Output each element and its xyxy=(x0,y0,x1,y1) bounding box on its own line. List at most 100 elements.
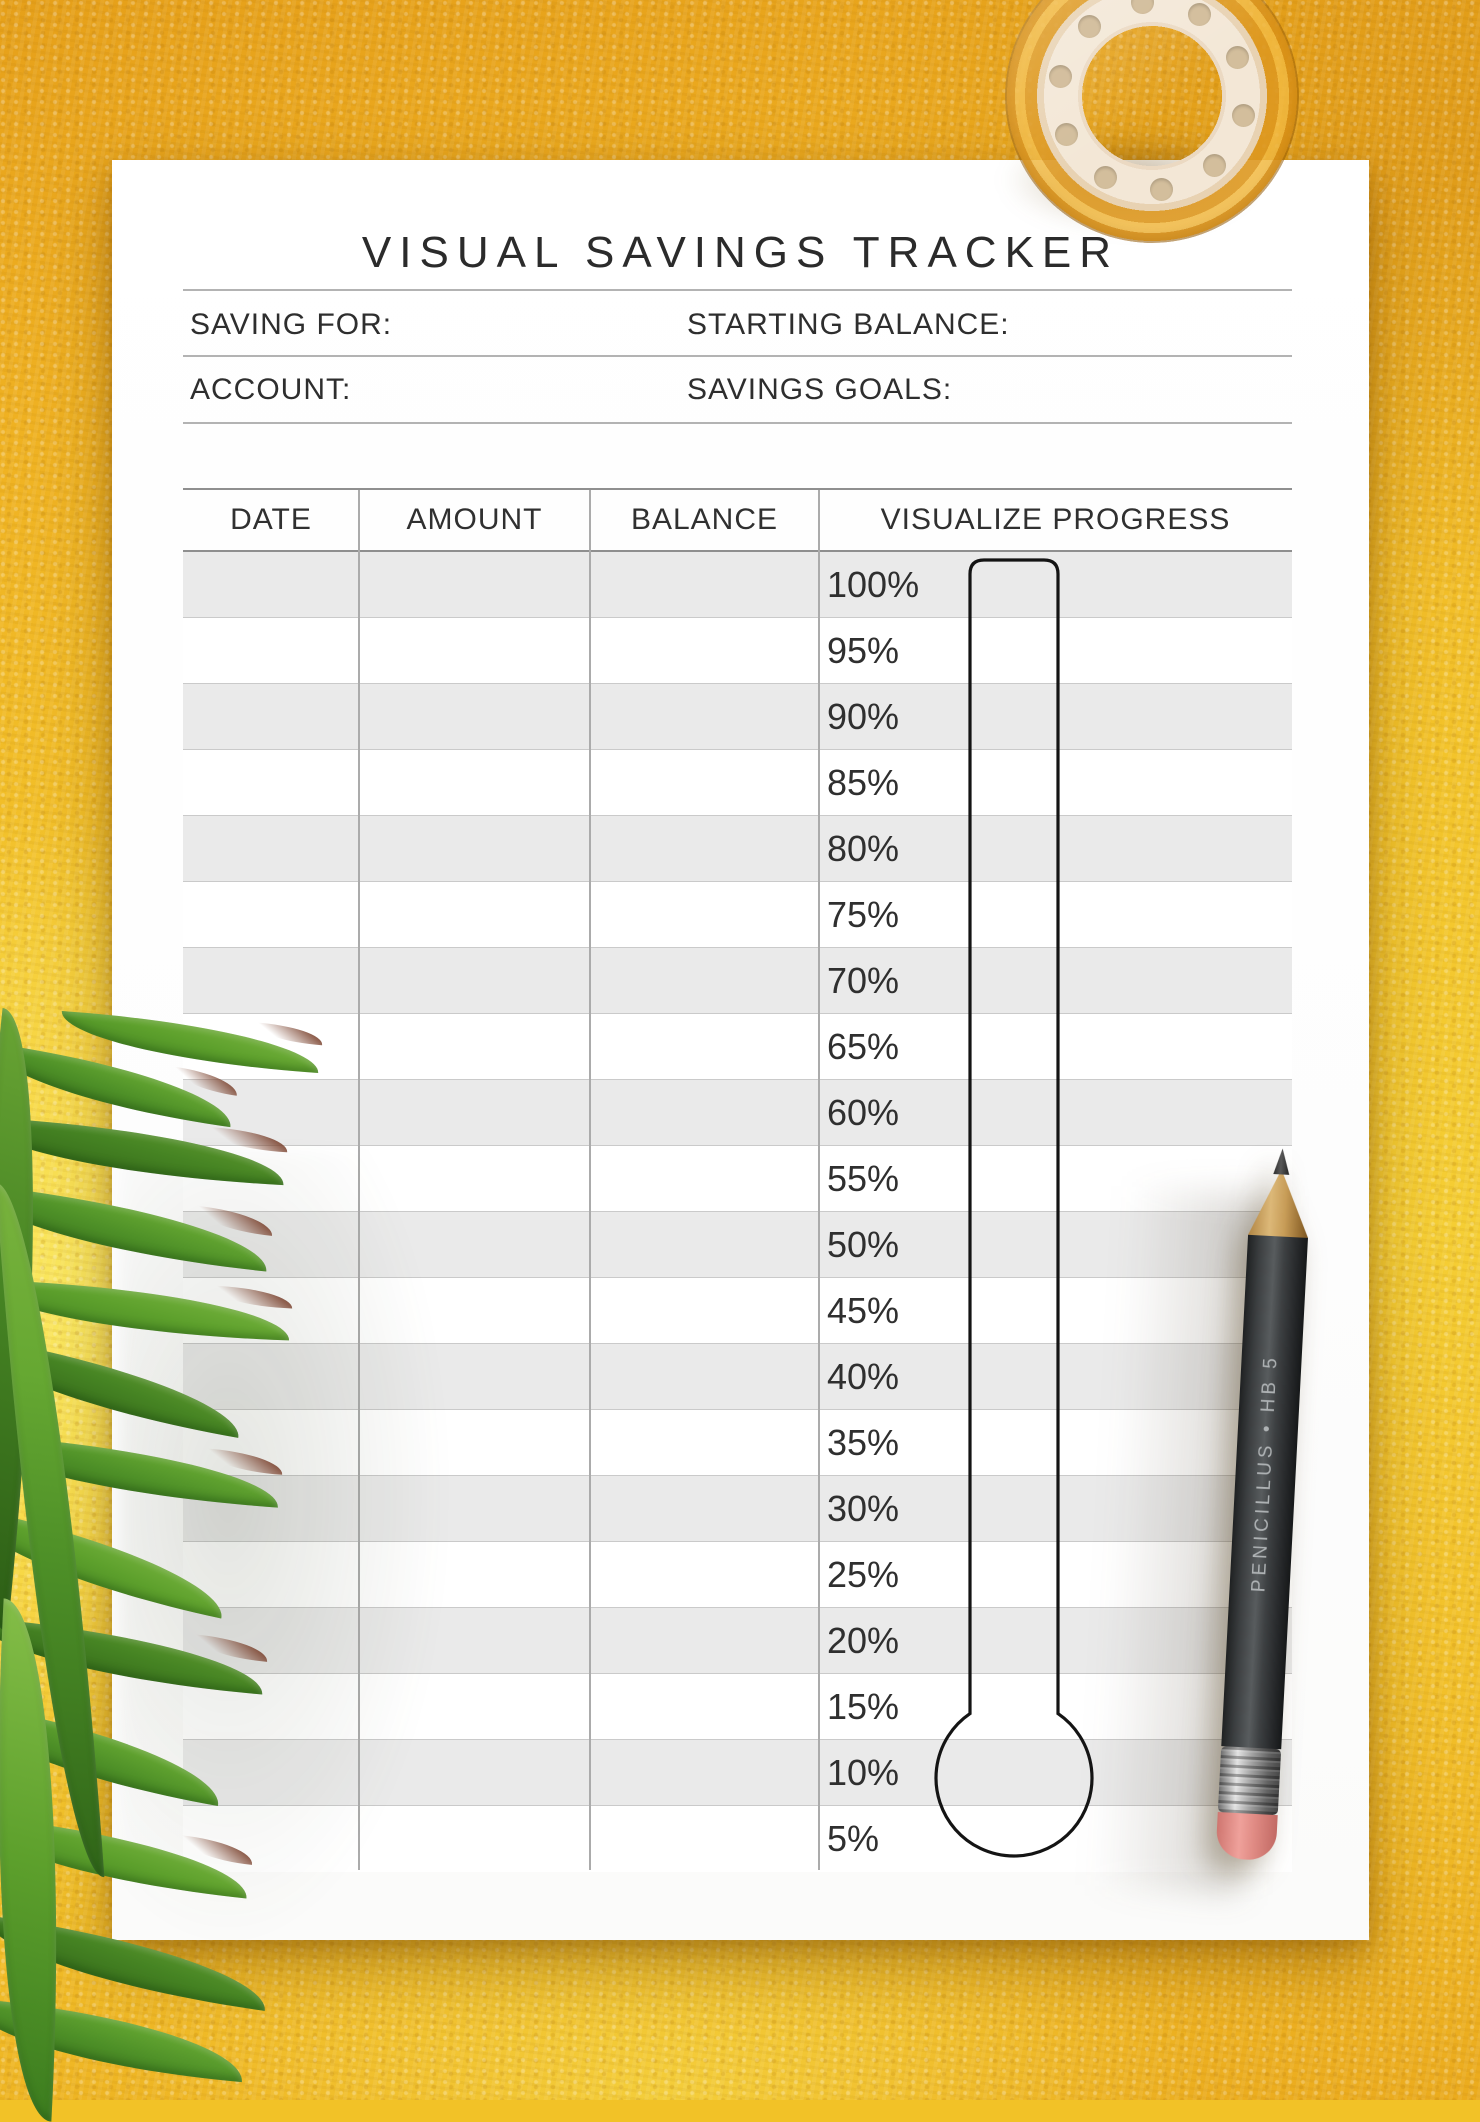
table-row: 5% xyxy=(183,1806,1292,1872)
progress-percent-label: 30% xyxy=(827,1487,900,1529)
pencil-lead-tip xyxy=(1273,1148,1290,1175)
progress-percent-label: 80% xyxy=(827,827,900,869)
amount-cell xyxy=(359,552,590,617)
column-separator-1 xyxy=(358,490,360,1870)
table-row: 50% xyxy=(183,1212,1292,1278)
balance-cell xyxy=(590,1674,819,1739)
savings-goals-label: SAVINGS GOALS: xyxy=(687,373,953,406)
tape-core-hole xyxy=(1048,64,1072,88)
progress-percent-label: 85% xyxy=(827,761,900,803)
progress-percent-label: 45% xyxy=(827,1289,900,1331)
tape-roll xyxy=(1005,0,1299,243)
pencil-ferrule xyxy=(1217,1746,1282,1816)
progress-percent-label: 25% xyxy=(827,1553,900,1595)
table-row: 75% xyxy=(183,882,1292,948)
progress-percent-label: 95% xyxy=(827,629,900,671)
tape-core-hole xyxy=(1232,104,1256,128)
table-row: 70% xyxy=(183,948,1292,1014)
progress-percent-label: 55% xyxy=(827,1157,900,1199)
tape-core-hole xyxy=(1054,122,1078,146)
balance-cell xyxy=(590,1212,819,1277)
progress-percent-label: 20% xyxy=(827,1619,900,1661)
progress-percent-label: 60% xyxy=(827,1091,900,1133)
tape-core-hole xyxy=(1187,3,1211,27)
tape-core-hole xyxy=(1150,177,1174,201)
table-row: 95% xyxy=(183,618,1292,684)
table-row: 45% xyxy=(183,1278,1292,1344)
date-cell xyxy=(183,552,359,617)
tape-core-hole xyxy=(1077,14,1101,38)
progress-percent-label: 70% xyxy=(827,959,900,1001)
table-row: 20% xyxy=(183,1608,1292,1674)
table-row: 55% xyxy=(183,1146,1292,1212)
balance-cell xyxy=(590,1278,819,1343)
table-row: 60% xyxy=(183,1080,1292,1146)
progress-percent-label: 100% xyxy=(827,563,920,605)
pencil-brand-text: PENICILLUS • HB 5 xyxy=(1248,1353,1282,1593)
pencil-wood-cone xyxy=(1248,1173,1311,1238)
balance-cell xyxy=(590,1476,819,1541)
table-header-row: DATE AMOUNT BALANCE VISUALIZE PROGRESS xyxy=(183,490,1292,552)
table-row: 90% xyxy=(183,684,1292,750)
tape-core-hole xyxy=(1226,46,1250,70)
date-cell xyxy=(183,684,359,749)
table-row: 30% xyxy=(183,1476,1292,1542)
table-row: 25% xyxy=(183,1542,1292,1608)
balance-cell xyxy=(590,1740,819,1805)
balance-cell xyxy=(590,948,819,1013)
balance-cell xyxy=(590,1344,819,1409)
balance-cell xyxy=(590,1410,819,1475)
date-cell xyxy=(183,750,359,815)
progress-percent-label: 65% xyxy=(827,1025,900,1067)
amount-cell xyxy=(359,618,590,683)
column-header-date: DATE xyxy=(230,503,312,536)
table-row: 80% xyxy=(183,816,1292,882)
column-separator-3 xyxy=(818,490,820,1870)
table-row: 100% xyxy=(183,552,1292,618)
amount-cell xyxy=(359,816,590,881)
balance-cell xyxy=(590,816,819,881)
amount-cell xyxy=(359,882,590,947)
progress-percent-label: 5% xyxy=(827,1818,880,1859)
balance-cell xyxy=(590,1806,819,1872)
amount-cell xyxy=(359,750,590,815)
amount-cell xyxy=(359,1080,590,1145)
divider-row-2 xyxy=(183,422,1292,424)
date-cell xyxy=(183,948,359,1013)
balance-cell xyxy=(590,1146,819,1211)
balance-cell xyxy=(590,1608,819,1673)
date-cell xyxy=(183,816,359,881)
column-header-progress: VISUALIZE PROGRESS xyxy=(880,503,1231,536)
saving-for-label: SAVING FOR: xyxy=(190,308,393,341)
table-row: 40% xyxy=(183,1344,1292,1410)
page-title: VISUAL SAVINGS TRACKER xyxy=(361,228,1120,277)
balance-cell xyxy=(590,1542,819,1607)
balance-cell xyxy=(590,684,819,749)
column-header-amount: AMOUNT xyxy=(406,503,543,536)
pencil-eraser xyxy=(1215,1812,1278,1862)
savings-table: DATE AMOUNT BALANCE VISUALIZE PROGRESS 1… xyxy=(183,488,1292,1872)
progress-percent-label: 15% xyxy=(827,1685,900,1727)
balance-cell xyxy=(590,1080,819,1145)
starting-balance-label: STARTING BALANCE: xyxy=(687,308,1010,341)
column-separator-2 xyxy=(589,490,591,1870)
progress-percent-label: 75% xyxy=(827,893,900,935)
tape-core-hole xyxy=(1130,0,1154,14)
table-row: 10% xyxy=(183,1740,1292,1806)
account-label: ACCOUNT: xyxy=(190,373,352,406)
table-row: 35% xyxy=(183,1410,1292,1476)
date-cell xyxy=(183,618,359,683)
balance-cell xyxy=(590,750,819,815)
table-row: 65% xyxy=(183,1014,1292,1080)
tracker-page: VISUAL SAVINGS TRACKER SAVING FOR: START… xyxy=(112,160,1369,1940)
balance-cell xyxy=(590,618,819,683)
date-cell xyxy=(183,882,359,947)
table-row: 85% xyxy=(183,750,1292,816)
progress-percent-label: 40% xyxy=(827,1355,900,1397)
amount-cell xyxy=(359,684,590,749)
progress-percent-label: 10% xyxy=(827,1751,900,1793)
table-row: 15% xyxy=(183,1674,1292,1740)
table-body: 100% 95% 90% 85% 80% 75% 70% 65% 60% 55% 50% 45% 40%… xyxy=(183,552,1292,1872)
balance-cell xyxy=(590,1014,819,1079)
amount-cell xyxy=(359,1014,590,1079)
